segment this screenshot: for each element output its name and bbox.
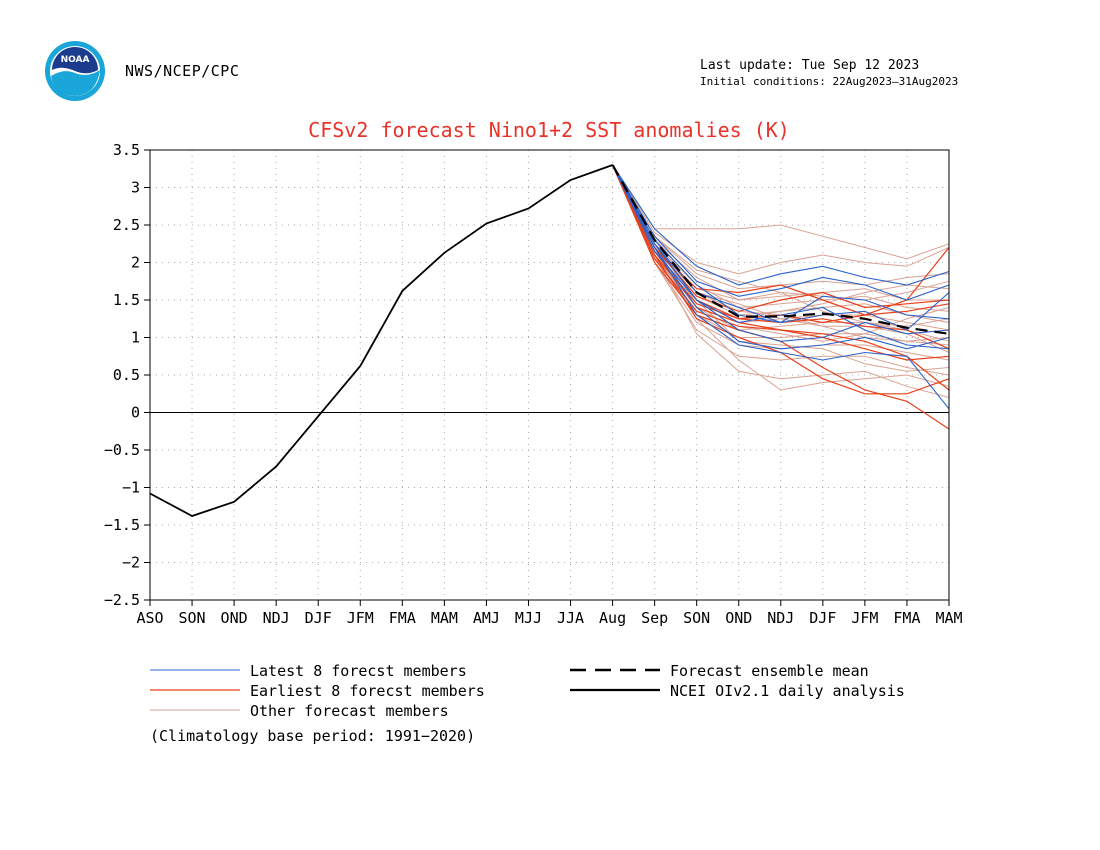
legend-label-other: Other forecast members <box>250 702 449 720</box>
other-member-line <box>612 164 950 275</box>
plot-frame <box>149 149 950 601</box>
climatology-note: (Climatology base period: 1991−2020) <box>150 727 475 745</box>
legend-label-latest: Latest 8 forecst members <box>250 662 467 680</box>
other-member-line <box>612 164 950 260</box>
legend-label-earliest: Earliest 8 forecst members <box>250 682 485 700</box>
latest-member-line <box>612 164 950 331</box>
last-update-label: Last update: Tue Sep 12 2023 <box>700 58 920 73</box>
logo-text: NOAA <box>61 55 90 65</box>
x-tick-label: NDJ <box>767 609 794 627</box>
x-tick-label: OND <box>221 609 248 627</box>
x-tick-label: JFM <box>347 609 374 627</box>
y-tick-label: 0 <box>131 404 140 422</box>
other-member-line <box>612 164 950 372</box>
x-tick-label: AMJ <box>473 609 500 627</box>
y-tick-label: 1.5 <box>113 291 140 309</box>
forecast-members <box>612 164 950 430</box>
x-tick-label: FMA <box>893 609 920 627</box>
y-tick-label: −2.5 <box>104 591 140 609</box>
latest-member-line <box>612 164 950 286</box>
legend: Latest 8 forecst members Earliest 8 forec… <box>150 662 905 720</box>
latest-member-line <box>612 164 950 301</box>
y-tick-label: −2 <box>122 554 140 572</box>
y-tick-label: 2 <box>131 254 140 272</box>
legend-label-analysis: NCEI OIv2.1 daily analysis <box>670 682 905 700</box>
other-member-line <box>612 164 950 398</box>
x-tick-label: JFM <box>851 609 878 627</box>
initial-conditions-label: Initial conditions: 22Aug2023–31Aug2023 <box>700 75 959 88</box>
x-tick-label: MAM <box>431 609 458 627</box>
x-tick-label: SON <box>179 609 206 627</box>
other-member-line <box>612 164 949 301</box>
x-axis: ASO SON OND NDJ DJF JFM FMA MAM AMJ MJJ JJA Aug Sep S… <box>136 600 963 627</box>
other-member-line <box>612 164 950 376</box>
noaa-logo-icon: NOAA <box>45 41 105 101</box>
legend-label-mean: Forecast ensemble mean <box>670 662 869 680</box>
x-tick-label: Sep <box>641 609 668 627</box>
x-tick-label: MJJ <box>515 609 542 627</box>
x-tick-label: DJF <box>809 609 836 627</box>
y-tick-label: −0.5 <box>104 441 140 459</box>
agency-label: NWS/NCEP/CPC <box>125 62 240 80</box>
other-member-line <box>612 164 950 301</box>
y-tick-label: −1.5 <box>104 516 140 534</box>
x-tick-label: JJA <box>557 609 584 627</box>
y-tick-label: 2.5 <box>113 216 140 234</box>
x-tick-label: MAM <box>935 609 962 627</box>
y-tick-label: 3.5 <box>113 141 140 159</box>
analysis-line <box>149 164 613 517</box>
y-tick-label: 1 <box>131 329 140 347</box>
other-member-line <box>612 164 950 320</box>
latest-member-line <box>612 164 950 350</box>
ensemble-mean-line <box>611 164 950 335</box>
x-tick-label: FMA <box>389 609 416 627</box>
latest-member-line <box>612 164 950 342</box>
x-tick-label: NDJ <box>263 609 290 627</box>
y-tick-label: 3 <box>131 179 140 197</box>
main-lines <box>149 164 950 517</box>
y-tick-label: −1 <box>122 479 140 497</box>
other-member-line <box>612 164 950 346</box>
x-tick-label: DJF <box>305 609 332 627</box>
y-axis: 3.5 3 2.5 2 1.5 1 0.5 0 −0.5 −1 −1.5 −2 −2.5 <box>104 141 150 609</box>
x-tick-label: Aug <box>599 609 626 627</box>
latest-member-line <box>612 164 950 410</box>
y-tick-label: 0.5 <box>113 366 140 384</box>
x-tick-label: ASO <box>136 609 163 627</box>
x-tick-label: SON <box>683 609 710 627</box>
x-tick-label: OND <box>725 609 752 627</box>
earliest-member-line <box>612 164 950 316</box>
grid <box>150 150 949 600</box>
chart-title: CFSv2 forecast Nino1+2 SST anomalies (K) <box>308 118 790 142</box>
